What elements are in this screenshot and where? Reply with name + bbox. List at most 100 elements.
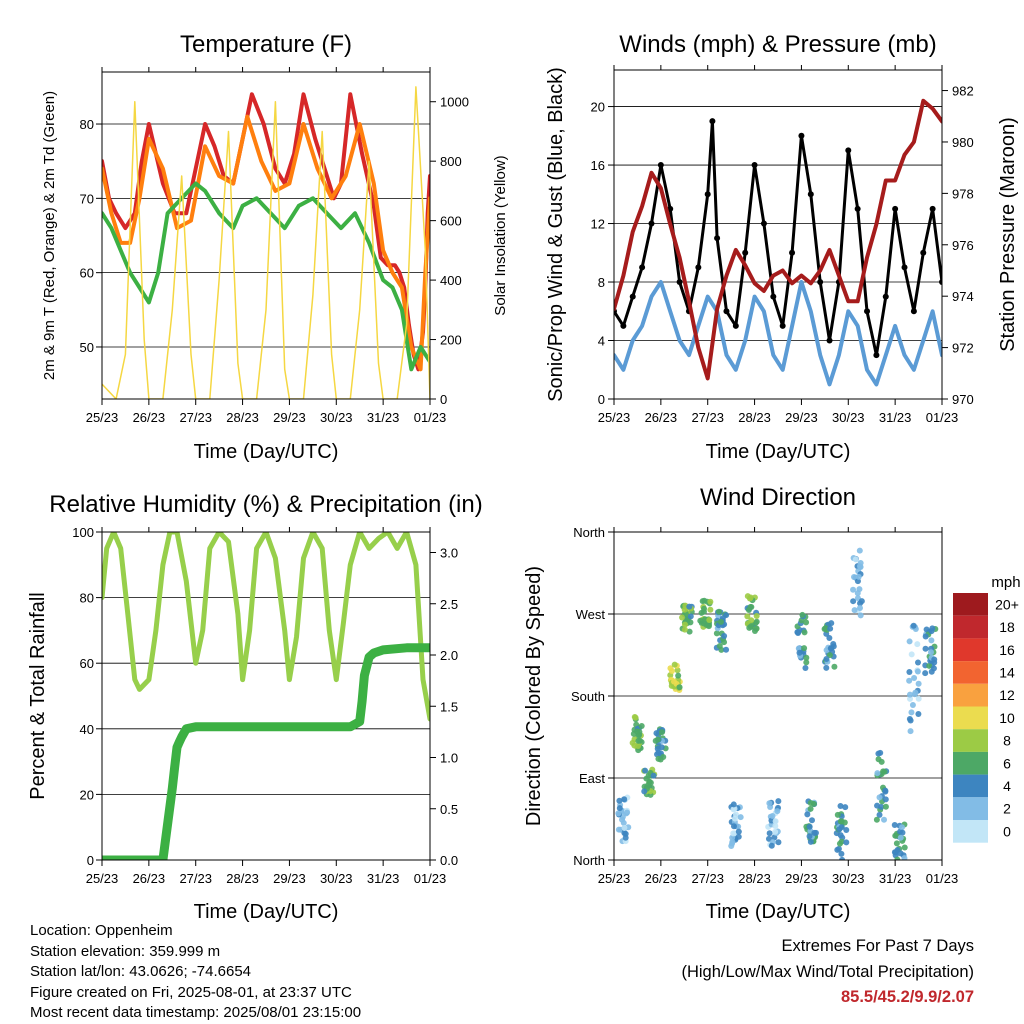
data-point xyxy=(891,849,898,856)
station-latlon: Station lat/lon: 43.0626; -74.6654 xyxy=(30,963,252,980)
data-point xyxy=(721,632,728,639)
data-point xyxy=(704,191,711,198)
data-point xyxy=(876,794,883,801)
data-point xyxy=(772,823,779,830)
x-tick-label: 27/23 xyxy=(691,871,724,886)
data-point xyxy=(723,646,730,653)
series-line-2 xyxy=(102,114,430,372)
data-point xyxy=(730,806,737,813)
legend-label: 0 xyxy=(1003,823,1011,839)
data-point xyxy=(730,801,737,808)
legend-swatch xyxy=(953,615,988,639)
y-tick-label: 20 xyxy=(591,100,605,115)
x-axis-label: Time (Day/UTC) xyxy=(706,901,851,923)
data-point xyxy=(910,622,917,629)
data-point xyxy=(671,661,678,668)
legend-swatch xyxy=(953,661,988,684)
data-point xyxy=(876,811,883,818)
data-point xyxy=(803,619,810,626)
data-point xyxy=(806,833,813,840)
data-point xyxy=(753,613,760,620)
data-point xyxy=(638,723,645,730)
data-point xyxy=(703,621,710,628)
data-point xyxy=(855,573,862,580)
data-point xyxy=(823,655,830,662)
data-point xyxy=(858,598,865,605)
plot-area xyxy=(614,98,942,387)
station-location: Location: Oppenheim xyxy=(30,922,173,939)
legend-swatch xyxy=(953,774,988,798)
y2-axis-label: Solar Insolation (Yellow) xyxy=(492,155,509,315)
x-tick-label: 25/23 xyxy=(598,871,631,886)
data-point xyxy=(856,547,863,554)
legend-swatch xyxy=(953,751,988,775)
data-point xyxy=(878,803,885,810)
data-point xyxy=(821,626,828,633)
y-tick-label: 50 xyxy=(80,340,94,355)
data-point xyxy=(642,767,649,774)
data-point xyxy=(882,293,889,300)
x-tick-label: 26/23 xyxy=(133,871,166,886)
data-point xyxy=(939,279,942,286)
x-tick-label: 01/23 xyxy=(926,410,959,425)
y-tick-label: 70 xyxy=(80,191,94,206)
data-point xyxy=(807,800,814,807)
extremes-subtitle: (High/Low/Max Wind/Total Precipitation) xyxy=(681,962,974,981)
data-point xyxy=(731,815,738,822)
y-tick-label: 40 xyxy=(80,722,94,737)
data-point xyxy=(667,205,674,212)
y2-tick-label: 800 xyxy=(440,154,462,169)
data-point xyxy=(650,772,657,779)
data-point xyxy=(930,665,937,672)
data-point xyxy=(914,641,921,648)
data-point xyxy=(873,816,880,823)
y2-tick-label: 1.0 xyxy=(440,751,458,766)
chart-title: Temperature (F) xyxy=(180,31,352,58)
x-tick-label: 01/23 xyxy=(926,871,959,886)
data-point xyxy=(901,264,908,271)
data-point xyxy=(686,628,693,635)
data-point xyxy=(766,830,773,837)
data-point xyxy=(907,717,914,724)
data-point xyxy=(922,670,929,677)
x-tick-label: 01/23 xyxy=(414,410,447,425)
data-point xyxy=(789,249,796,256)
data-point xyxy=(929,625,936,632)
data-point xyxy=(807,191,814,198)
data-point xyxy=(770,293,777,300)
data-point xyxy=(801,645,808,652)
y2-tick-label: 400 xyxy=(440,273,462,288)
data-point xyxy=(635,742,642,749)
x-tick-label: 30/23 xyxy=(832,871,865,886)
y-tick-label: East xyxy=(579,771,605,786)
legend-swatch xyxy=(953,797,988,820)
data-point xyxy=(901,844,908,851)
y-tick-label: 0 xyxy=(87,853,94,868)
y-axis-label: 2m & 9m T (Red, Orange) & 2m Td (Green) xyxy=(41,91,58,380)
recent-timestamp: Most recent data timestamp: 2025/08/01 2… xyxy=(30,1004,362,1021)
extremes-title: Extremes For Past 7 Days xyxy=(781,937,974,955)
data-point xyxy=(837,818,844,825)
data-point xyxy=(892,205,899,212)
data-point xyxy=(826,635,833,642)
data-point xyxy=(772,828,779,835)
data-point xyxy=(713,630,720,637)
x-tick-label: 27/23 xyxy=(179,410,212,425)
chart-title: Wind Direction xyxy=(700,484,856,511)
data-point xyxy=(899,829,906,836)
data-point xyxy=(774,808,781,815)
data-point xyxy=(907,728,914,735)
legend-label: 8 xyxy=(1003,733,1011,749)
data-point xyxy=(875,750,882,757)
y-axis-label: Sonic/Prop Wind & Gust (Blue, Black) xyxy=(545,67,567,402)
data-point xyxy=(632,714,639,721)
data-point xyxy=(826,652,833,659)
plot-area xyxy=(102,532,430,860)
data-point xyxy=(894,856,901,860)
x-tick-label: 30/23 xyxy=(320,871,353,886)
chart-title: Relative Humidity (%) & Precipitation (i… xyxy=(49,491,482,518)
series-line-2 xyxy=(614,119,942,357)
data-point xyxy=(753,618,760,625)
data-point xyxy=(882,796,889,803)
y-tick-label: 4 xyxy=(598,334,605,349)
